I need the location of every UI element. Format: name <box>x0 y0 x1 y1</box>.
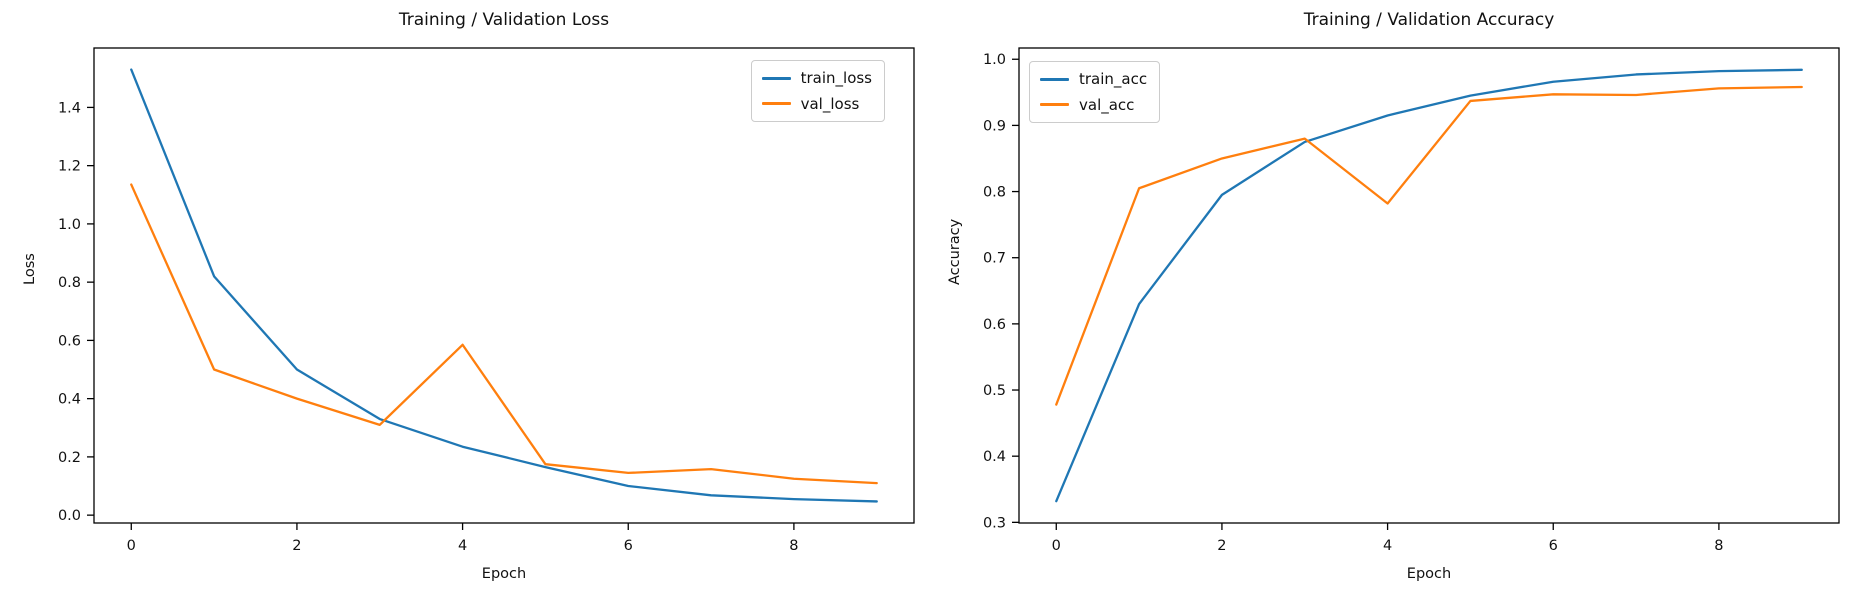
y-tick-label: 1.2 <box>58 159 81 175</box>
accuracy-legend: train_acc val_acc <box>1029 61 1161 123</box>
loss-chart-title: Training / Validation Loss <box>398 10 610 30</box>
train_loss-line <box>130 68 878 503</box>
accuracy-chart-title: Training / Validation Accuracy <box>1303 10 1555 30</box>
loss-x-axis-label: Epoch <box>481 566 527 582</box>
y-tick-label: 0.9 <box>983 118 1006 134</box>
y-tick-label: 1.0 <box>983 52 1006 68</box>
y-tick-label: 0.6 <box>58 333 81 349</box>
val-acc-line-swatch <box>1040 103 1069 107</box>
y-tick-label: 0.5 <box>983 383 1006 399</box>
x-tick-label: 8 <box>789 538 798 554</box>
x-tick-label: 8 <box>1714 538 1723 554</box>
loss-plot-canvas: 0 2 4 6 8 0.0 0.2 0.4 0.6 0.8 1.0 1.2 1.4 <box>58 47 915 554</box>
loss-panel: Training / Validation Loss 0 2 4 6 8 0.0 0.2 0.… <box>22 10 915 582</box>
accuracy-panel: Training / Validation Accuracy 0 2 4 6 8 0.3 0… <box>925 0 1850 606</box>
train-loss-line-swatch <box>761 76 791 80</box>
y-tick-label: 0.3 <box>983 515 1006 531</box>
legend-item-train-loss: train_loss <box>761 69 872 87</box>
x-tick-label: 4 <box>458 538 467 554</box>
legend-item-train-acc: train_acc <box>1040 71 1147 88</box>
x-tick-label: 4 <box>1383 538 1392 554</box>
legend-item-val-loss: val_loss <box>761 94 872 113</box>
val-loss-line-swatch <box>761 102 791 106</box>
legend-item-val-acc: val_acc <box>1040 95 1147 114</box>
x-tick-label: 6 <box>1549 538 1558 554</box>
val_loss-line <box>130 183 878 485</box>
y-tick-label: 0.6 <box>983 317 1006 333</box>
x-tick-label: 0 <box>1052 538 1061 554</box>
y-tick-label: 1.0 <box>58 217 81 233</box>
x-tick-label: 0 <box>127 538 136 554</box>
legend-label: train_acc <box>1079 70 1148 88</box>
x-tick-label: 6 <box>624 538 633 554</box>
accuracy-plot-canvas: 0 2 4 6 8 0.3 0.4 0.5 0.6 0.7 0.8 0.9 1.0 <box>983 47 1840 554</box>
y-tick-label: 1.4 <box>58 100 81 116</box>
y-tick-label: 0.4 <box>983 449 1006 465</box>
x-tick-label: 2 <box>292 538 301 554</box>
legend-label: val_loss <box>800 94 860 113</box>
train-acc-line-swatch <box>1040 77 1069 81</box>
accuracy-x-axis-label: Epoch <box>1406 566 1452 582</box>
val_acc-line <box>1055 85 1803 406</box>
y-tick-label: 0.8 <box>983 185 1006 201</box>
axes-frame <box>1018 47 1840 524</box>
train_acc-line <box>1055 68 1803 503</box>
y-tick-label: 0.0 <box>58 508 81 524</box>
y-tick-label: 0.4 <box>58 392 81 408</box>
y-tick-label: 0.2 <box>58 450 81 466</box>
legend-label: train_loss <box>800 69 872 87</box>
axes-frame <box>93 47 915 524</box>
y-tick-label: 0.8 <box>58 275 81 291</box>
loss-legend: train_loss val_loss <box>750 60 885 122</box>
legend-label: val_acc <box>1079 95 1135 114</box>
y-tick-label: 0.7 <box>983 251 1006 267</box>
x-tick-label: 2 <box>1217 538 1226 554</box>
